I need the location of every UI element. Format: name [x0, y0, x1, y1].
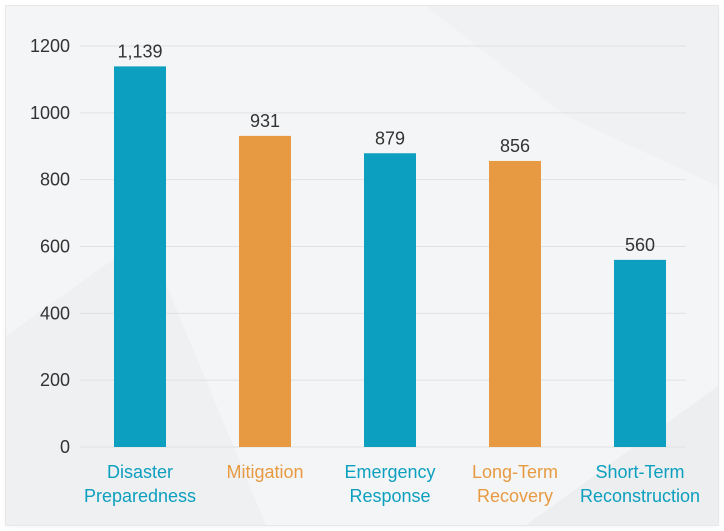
x-tick-label-line: Disaster: [107, 462, 173, 482]
x-tick-label-line: Mitigation: [226, 462, 303, 482]
x-tick-label-line: Preparedness: [84, 486, 196, 506]
x-tick-label: Long-Term Recovery: [472, 462, 558, 506]
background-facet: [426, 6, 718, 186]
x-tick-label-line: Emergency: [344, 462, 435, 482]
value-labels: 1,139 931 879 856 560: [117, 41, 655, 254]
x-tick-label: Mitigation: [226, 462, 303, 482]
x-tick-label-line: Response: [349, 486, 430, 506]
x-tick-label: Short-Term Reconstruction: [580, 462, 700, 506]
data-label: 856: [500, 136, 530, 156]
x-tick-label-line: Reconstruction: [580, 486, 700, 506]
data-label: 560: [625, 235, 655, 255]
bar: [114, 66, 166, 448]
category-labels: Disaster Preparedness Mitigation Emergency R…: [84, 462, 700, 506]
x-tick-label-line: Long-Term: [472, 462, 558, 482]
y-axis-ticks: 0 200 400 600 800 1000 1200: [30, 36, 70, 457]
y-tick-label: 200: [40, 370, 70, 390]
x-tick-label-line: Short-Term: [595, 462, 684, 482]
x-tick-label-line: Recovery: [477, 486, 553, 506]
y-tick-label: 800: [40, 170, 70, 190]
bars: [114, 66, 666, 448]
bar: [239, 135, 291, 447]
y-tick-label: 600: [40, 237, 70, 257]
y-tick-label: 400: [40, 303, 70, 323]
bar: [364, 153, 416, 447]
data-label: 931: [250, 111, 280, 131]
y-tick-label: 1200: [30, 36, 70, 56]
data-label: 879: [375, 128, 405, 148]
x-tick-label: Emergency Response: [344, 462, 435, 506]
bar: [489, 160, 541, 447]
bar: [614, 259, 666, 447]
data-label: 1,139: [117, 41, 162, 61]
background-facet: [526, 386, 718, 525]
chart-frame: 0 200 400 600 800 1000 1200 1,139 931 879 856 560 …: [6, 6, 718, 525]
y-tick-label: 1000: [30, 103, 70, 123]
x-tick-label: Disaster Preparedness: [84, 462, 196, 506]
y-tick-label: 0: [60, 437, 70, 457]
